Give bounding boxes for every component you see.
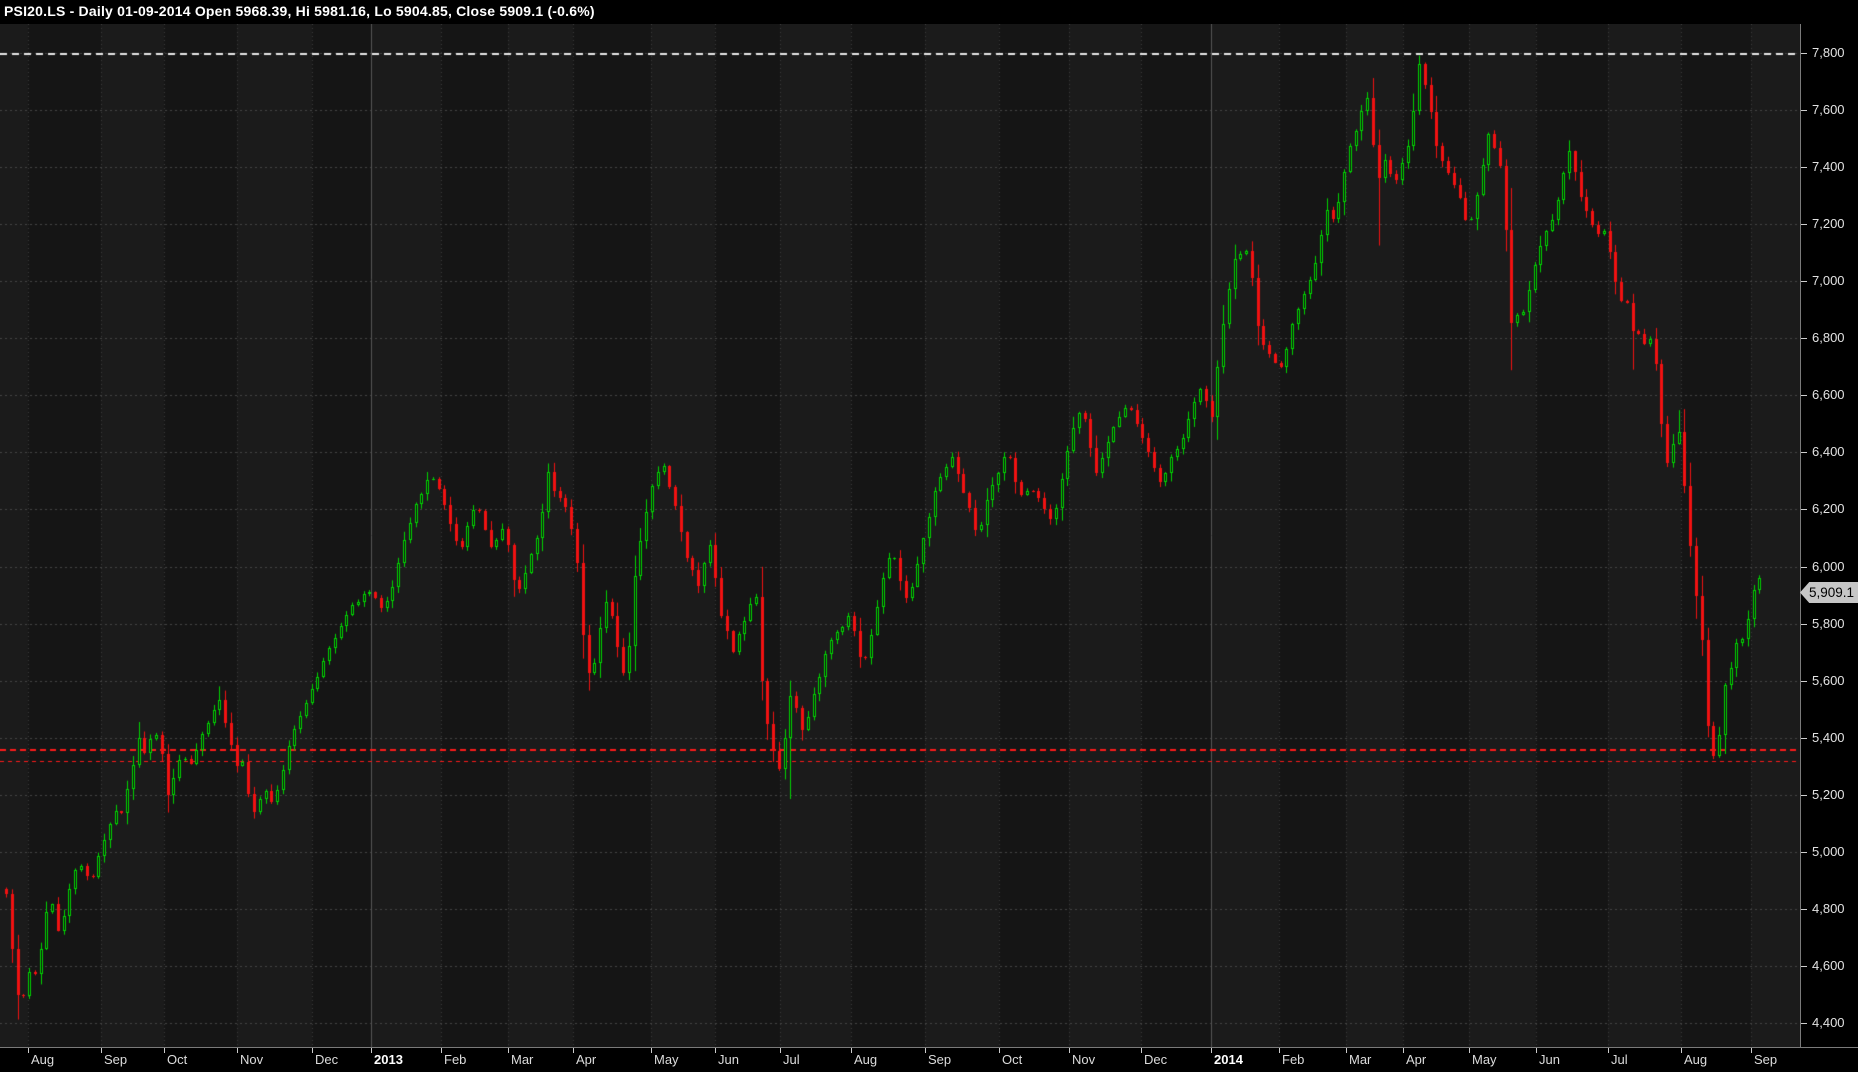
time-axis-month-label: May [1472,1052,1497,1067]
time-axis-month-label: Apr [576,1052,597,1067]
price-axis-label: 6,400 [1812,444,1845,460]
time-axis-tick [441,1048,442,1053]
price-axis-label: 7,000 [1812,273,1845,289]
time-axis-tick [651,1048,652,1053]
time-axis-tick [1069,1048,1070,1053]
price-axis-tick [1801,737,1807,739]
time-axis-month-label: Apr [1406,1052,1427,1067]
price-axis-tick [1801,224,1807,226]
price-axis-label: 6,600 [1812,387,1845,403]
time-axis-tick [1141,1048,1142,1053]
time-axis-month-label: Aug [31,1052,55,1067]
price-axis-tick [1801,281,1807,283]
price-axis-tick [1801,53,1807,54]
time-axis-tick [573,1048,574,1053]
price-axis-label: 5,800 [1812,615,1845,631]
time-axis-tick [715,1048,716,1053]
price-axis-label: 7,800 [1812,45,1845,60]
price-axis-label: 5,600 [1812,672,1845,688]
price-axis-tick [1801,452,1807,454]
time-axis[interactable]: Aug Sep Oct Nov Dec 2013 Feb Mar Apr May Jun Jul Aug… [0,1047,1858,1072]
price-axis-tick [1801,338,1807,340]
time-axis-tick [508,1048,509,1053]
time-axis-tick [312,1048,313,1053]
time-axis-month-label: Jun [718,1052,739,1067]
time-axis-month-label: Sep [928,1052,952,1067]
price-axis-tick [1801,1023,1807,1024]
time-axis-month-label: Dec [315,1052,339,1067]
time-axis-tick [1536,1048,1537,1053]
time-axis-tick [1279,1048,1280,1053]
price-axis-label: 4,800 [1812,900,1845,916]
time-axis-tick [925,1048,926,1053]
time-axis-tick [999,1048,1000,1053]
price-axis-tick [1801,851,1807,853]
price-axis-label: 7,400 [1812,159,1845,175]
time-axis-tick [164,1048,165,1053]
time-axis-month-label: Aug [1684,1052,1708,1067]
time-axis-tick [780,1048,781,1053]
time-axis-month-label: Feb [1282,1052,1305,1067]
time-axis-tick [1469,1048,1470,1053]
price-axis-label: 5,400 [1812,729,1845,745]
time-axis-month-label: Aug [854,1052,878,1067]
price-axis-tick [1801,566,1807,568]
price-axis-label: 6,800 [1812,330,1845,346]
time-axis-month-label: Nov [1072,1052,1096,1067]
time-axis-tick [1608,1048,1609,1053]
time-axis-month-label: Jul [783,1052,800,1067]
time-axis-month-label: Oct [1002,1052,1023,1067]
price-axis-tick [1801,794,1807,796]
price-axis-tick [1801,167,1807,169]
time-axis-month-label: Jun [1539,1052,1560,1067]
price-axis-tick [1801,680,1807,682]
price-axis-label: 7,600 [1812,102,1845,118]
time-axis-month-label: Mar [1349,1052,1372,1067]
last-price-value: 5,909.1 [1808,584,1854,600]
time-axis-month-label: May [654,1052,679,1067]
time-axis-tick [1751,1048,1752,1053]
price-axis-tick [1801,965,1807,967]
time-axis-year-label: 2014 [1214,1052,1243,1067]
price-axis-label: 7,200 [1812,216,1845,232]
time-axis-month-label: Dec [1144,1052,1168,1067]
time-axis-month-label: Jul [1611,1052,1628,1067]
chart-title: PSI20.LS - Daily 01-09-2014 Open 5968.39… [4,3,595,19]
price-axis-label: 6,000 [1812,558,1845,574]
price-axis-tick [1801,395,1807,397]
time-axis-month-label: Feb [444,1052,467,1067]
price-axis-label: 5,200 [1812,786,1845,802]
time-axis-tick [1681,1048,1682,1053]
time-axis-month-label: Oct [167,1052,188,1067]
time-axis-tick [1211,1048,1212,1053]
time-axis-year-label: 2013 [374,1052,403,1067]
time-axis-tick [28,1048,29,1053]
time-axis-month-label: Mar [511,1052,534,1067]
price-axis-label: 4,400 [1812,1015,1845,1030]
time-axis-tick [237,1048,238,1053]
price-axis-tick [1801,110,1807,112]
price-axis-tick [1801,908,1807,910]
title-bar: PSI20.LS - Daily 01-09-2014 Open 5968.39… [0,0,1858,24]
time-axis-month-label: Sep [1754,1052,1778,1067]
price-axis-label: 6,200 [1812,501,1845,517]
time-axis-tick [101,1048,102,1053]
price-axis-label: 4,600 [1812,957,1845,973]
price-axis-label: 5,000 [1812,843,1845,859]
time-axis-tick [1403,1048,1404,1053]
price-axis-tick [1801,623,1807,625]
price-axis-tick [1801,509,1807,511]
time-axis-tick [371,1048,372,1053]
time-axis-month-label: Sep [104,1052,128,1067]
time-axis-tick [851,1048,852,1053]
time-axis-tick [1346,1048,1347,1053]
last-price-tag: 5,909.1 [1800,581,1858,603]
time-axis-month-label: Nov [240,1052,264,1067]
price-axis[interactable]: 7,800 7,600 7,400 7,200 7,000 6,800 6,600 6,400… [1800,24,1858,1047]
